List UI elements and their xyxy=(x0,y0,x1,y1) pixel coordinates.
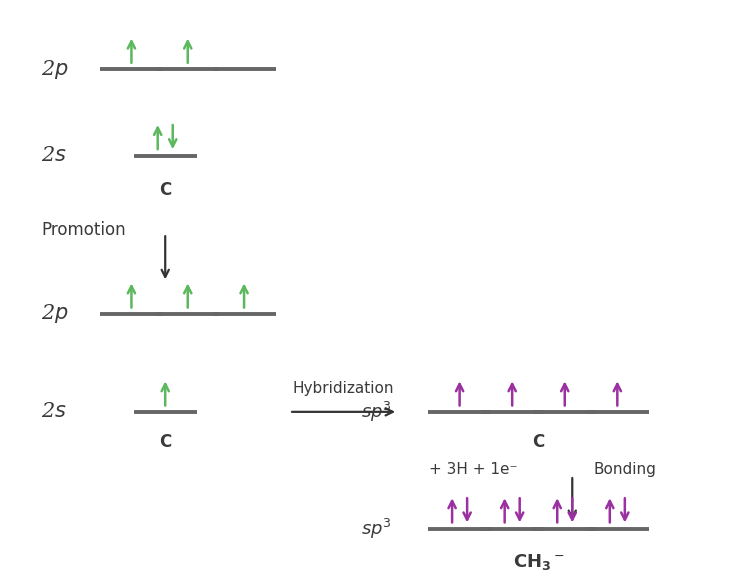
Text: C: C xyxy=(532,433,544,451)
Text: $sp^3$: $sp^3$ xyxy=(361,517,392,541)
Text: 2$s$: 2$s$ xyxy=(41,403,67,421)
Text: C: C xyxy=(159,433,171,451)
Text: C: C xyxy=(159,181,171,199)
Text: $sp^3$: $sp^3$ xyxy=(361,400,392,424)
Text: + 3H + 1e⁻: + 3H + 1e⁻ xyxy=(429,462,517,477)
Text: Bonding: Bonding xyxy=(593,462,656,477)
Text: 2$p$: 2$p$ xyxy=(41,302,69,325)
Text: 2$p$: 2$p$ xyxy=(41,58,69,81)
Text: $\mathbf{CH_3}^-$: $\mathbf{CH_3}^-$ xyxy=(513,552,564,572)
Text: Hybridization: Hybridization xyxy=(293,381,394,396)
Text: 2$s$: 2$s$ xyxy=(41,146,67,165)
Text: Promotion: Promotion xyxy=(41,221,126,240)
